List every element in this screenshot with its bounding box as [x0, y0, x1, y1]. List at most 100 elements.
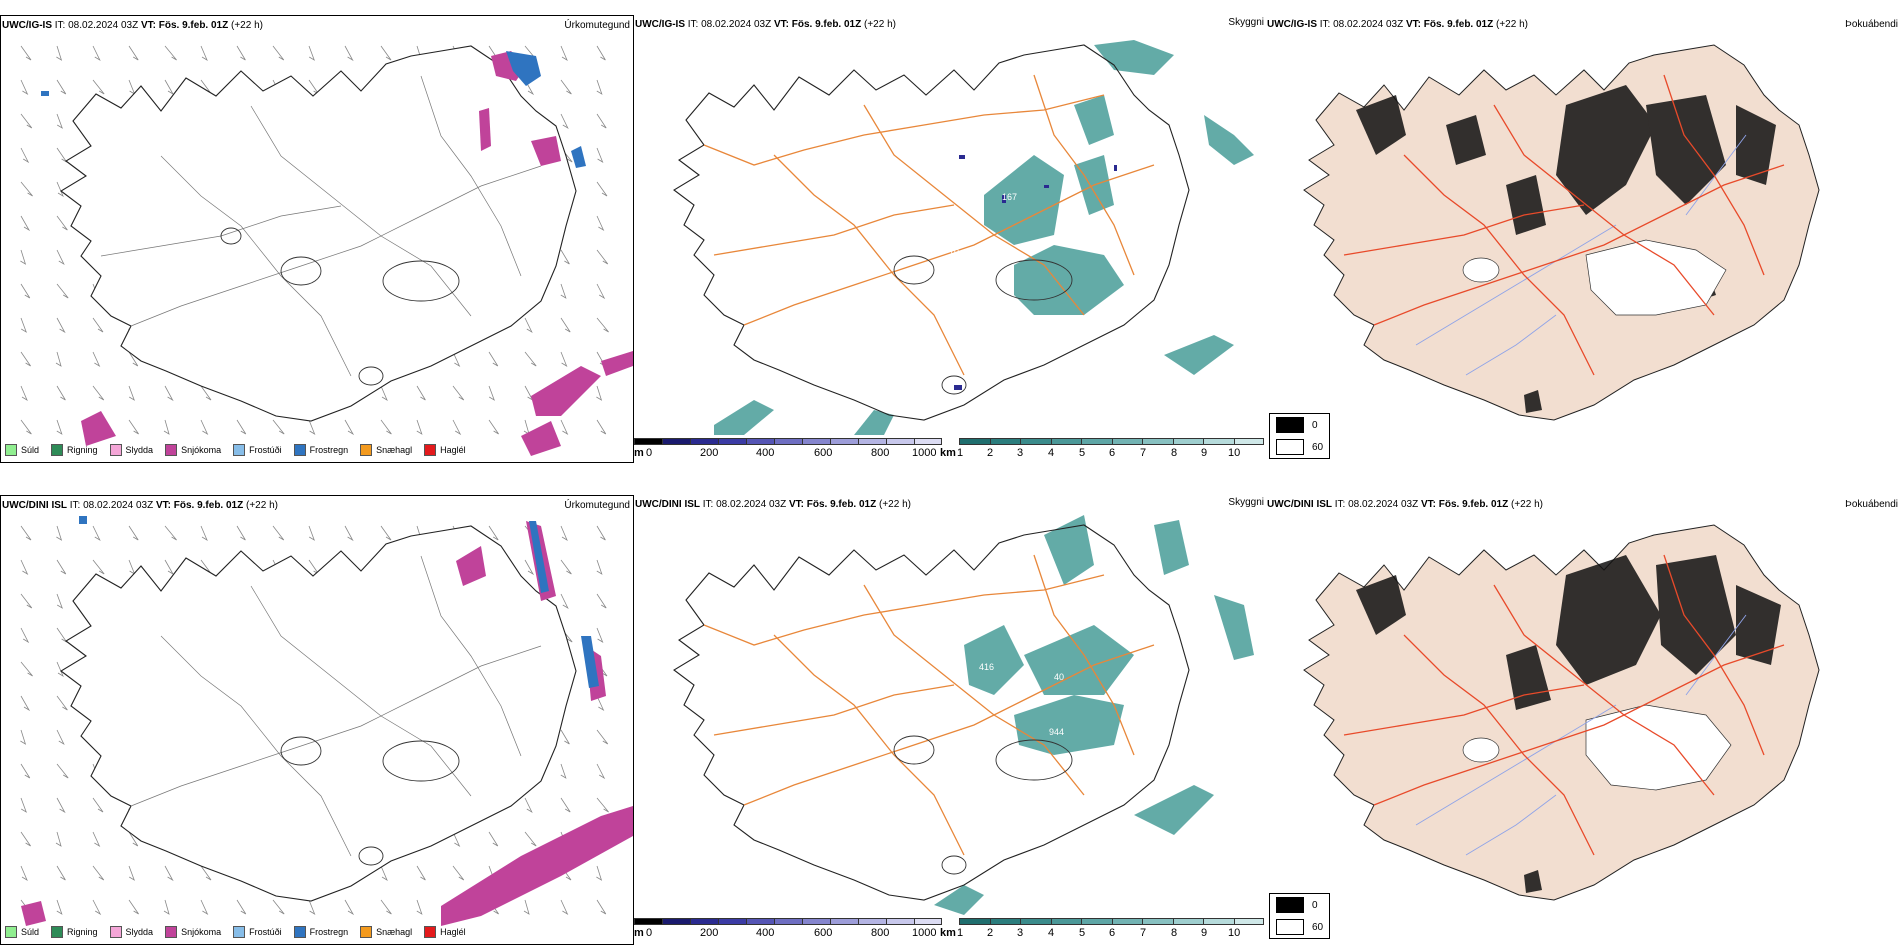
legend-item: Slydda	[109, 444, 153, 456]
tick-label: 400	[756, 927, 775, 939]
tick-label: 9	[1201, 447, 1208, 459]
colorbar-segment	[774, 438, 802, 445]
glacier-outlines	[220, 227, 460, 386]
colorbar-segment	[1081, 918, 1112, 925]
wind-barb	[92, 79, 105, 95]
wind-barb	[163, 899, 170, 915]
wind-barb	[128, 385, 135, 401]
colorbar-segment	[690, 918, 718, 925]
colorbar-segment	[914, 438, 942, 445]
legend-item: Haglél	[424, 926, 466, 938]
wind-barb	[20, 419, 32, 435]
wind-barb	[236, 525, 246, 541]
colorbar-segment	[662, 918, 690, 925]
wind-barb	[56, 79, 67, 95]
wind-barb	[596, 385, 603, 401]
colorbar-segment	[989, 438, 1020, 445]
legend-swatch	[1276, 439, 1304, 455]
tick-label: 3	[1017, 447, 1024, 459]
wind-barb	[236, 45, 246, 61]
colorbar-segment	[1111, 438, 1142, 445]
wind-barb	[560, 249, 570, 265]
wind-barb	[560, 113, 569, 130]
wind-barb	[20, 317, 27, 333]
colorbar-segment	[830, 918, 858, 925]
wind-barb	[524, 797, 533, 814]
panel-header: UWC/DINI ISL IT: 08.02.2024 03Z VT: Fös.…	[1267, 499, 1543, 510]
tick-label: 600	[814, 927, 833, 939]
colorbar-segment	[989, 918, 1020, 925]
tick-label: 4	[1048, 927, 1055, 939]
wind-barb	[164, 525, 177, 541]
wind-barb	[596, 695, 605, 712]
wind-barb	[523, 899, 530, 915]
colorbar-segment	[914, 918, 942, 925]
wind-barb	[128, 899, 139, 915]
wind-barb	[56, 317, 66, 334]
road-network	[703, 74, 1155, 376]
colorbar-segment	[1233, 438, 1264, 445]
colorbar-segment	[959, 918, 990, 925]
wind-barb	[56, 385, 66, 401]
wind-barb	[20, 627, 30, 644]
wind-barb	[20, 797, 27, 813]
legend-swatch	[51, 926, 64, 938]
wind-barb	[20, 283, 31, 299]
panel-title: Þokuábendi	[1845, 499, 1898, 510]
tick-label: 10	[1228, 927, 1241, 939]
wind-barb	[452, 419, 462, 436]
legend-item: Snæhagl	[360, 444, 412, 456]
wind-barb	[20, 525, 32, 541]
ceiling-unit: m	[634, 927, 644, 939]
wind-barb	[344, 45, 354, 62]
wind-barb	[92, 385, 105, 401]
wind-barb	[596, 283, 606, 300]
tick-label: 4	[1048, 447, 1055, 459]
tick-label: 3	[1017, 927, 1024, 939]
wind-barb	[20, 831, 31, 847]
colorbar-segment	[1020, 438, 1051, 445]
wind-barb	[596, 627, 604, 643]
precip-type-panel-bottom: UWC/DINI ISL IT: 08.02.2024 03Z VT: Fös.…	[0, 495, 634, 945]
fog-shading	[1356, 555, 1781, 893]
wind-barb	[488, 385, 495, 401]
wind-barb	[56, 419, 63, 435]
wind-barb	[56, 661, 64, 677]
wind-barb	[56, 763, 69, 779]
colorbar-segment	[830, 438, 858, 445]
visibility-map-top: 167 10	[673, 40, 1254, 435]
wind-barb	[308, 45, 315, 61]
wind-barb	[56, 729, 65, 746]
rivers	[1415, 134, 1747, 376]
colorbar-segment	[718, 438, 746, 445]
tick-label: 200	[700, 927, 719, 939]
wind-barb	[200, 385, 212, 401]
legend-item: Súld	[5, 926, 39, 938]
wind-barb	[596, 79, 603, 95]
wind-barb	[488, 351, 499, 367]
fog-legend-item: 60	[1270, 916, 1329, 938]
wind-barb	[200, 419, 209, 436]
iceland-coastline	[673, 524, 1190, 901]
wind-barb	[20, 249, 27, 265]
colorbar-segment	[1020, 918, 1051, 925]
wind-barb	[524, 351, 537, 367]
wind-barb	[416, 419, 423, 435]
fog-white-areas	[1462, 704, 1732, 791]
wind-barb	[380, 865, 388, 881]
wind-barb	[596, 899, 607, 915]
tick-label: 200	[700, 447, 719, 459]
colorbar-segment	[1142, 918, 1173, 925]
tick-label: 10	[1228, 447, 1241, 459]
legend-item: Frostregn	[293, 926, 348, 938]
wind-barb	[560, 729, 570, 745]
wind-barb	[56, 45, 63, 61]
map-value-label: 944	[1049, 727, 1064, 737]
tick-label: 7	[1140, 447, 1147, 459]
glacier-outlines	[280, 736, 460, 866]
road-network	[130, 555, 542, 857]
wind-barb	[56, 797, 66, 814]
wind-barb	[416, 865, 426, 881]
wind-barb	[56, 695, 68, 711]
wind-barb	[56, 627, 67, 643]
